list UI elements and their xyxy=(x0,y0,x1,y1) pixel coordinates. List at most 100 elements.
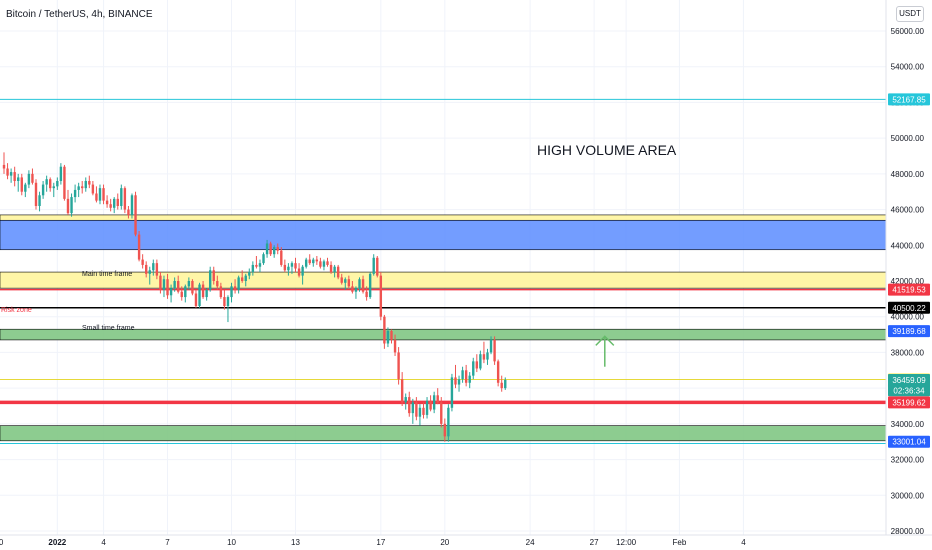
candle-body xyxy=(418,407,422,417)
price-label: 36459.09 xyxy=(892,376,926,385)
candle-body xyxy=(31,173,34,183)
candle-body xyxy=(24,184,27,192)
x-tick-label: 12:00 xyxy=(616,538,637,547)
candle-body xyxy=(347,279,351,287)
candle-body xyxy=(272,247,276,255)
candle-body xyxy=(162,279,166,290)
candle-body xyxy=(500,382,503,389)
candle-body xyxy=(102,188,105,201)
candle-body xyxy=(237,277,240,290)
candle-body xyxy=(287,266,290,271)
candle-body xyxy=(368,273,372,298)
candle-body xyxy=(329,264,333,273)
up-arrow-head xyxy=(595,335,615,346)
candle-body xyxy=(340,277,343,283)
candle-body xyxy=(49,179,52,189)
currency-button[interactable]: USDT xyxy=(896,6,924,22)
zone-green-bottom xyxy=(0,425,887,442)
y-tick-label: 50000.00 xyxy=(891,134,925,143)
candle-body xyxy=(315,259,319,262)
candle-body xyxy=(84,180,87,189)
candle-body xyxy=(13,172,16,181)
y-tick-label: 30000.00 xyxy=(891,491,925,500)
candle-body xyxy=(127,209,130,215)
candle-body xyxy=(52,186,55,189)
candle-body xyxy=(297,268,301,276)
candle-body xyxy=(294,263,297,269)
candle-body xyxy=(397,352,400,380)
candle-body xyxy=(479,354,482,369)
price-label-box xyxy=(888,373,930,386)
x-tick-label: Feb xyxy=(673,538,687,547)
candle-body xyxy=(383,316,386,344)
candle-body xyxy=(17,177,20,181)
candle-body xyxy=(248,272,251,276)
candle-body xyxy=(333,266,336,273)
candle-body xyxy=(326,261,329,265)
zone-yellow-main xyxy=(0,271,887,289)
candle-body xyxy=(415,402,418,417)
candle-body xyxy=(450,377,454,408)
candle-body xyxy=(219,286,223,298)
y-tick-label: 40000.00 xyxy=(891,313,925,322)
annotation-risk-zone: Risk zone xyxy=(1,307,32,314)
candle-body xyxy=(38,195,41,206)
price-label-box xyxy=(888,283,930,296)
candle-body xyxy=(493,339,496,362)
candle-body xyxy=(486,352,489,360)
candle-body xyxy=(351,286,354,292)
price-label: 39189.68 xyxy=(892,327,926,336)
candle-body xyxy=(386,330,390,344)
candle-body xyxy=(283,264,287,271)
candle-body xyxy=(194,293,198,306)
candle-body xyxy=(276,247,279,251)
y-tick-label: 54000.00 xyxy=(891,63,925,72)
zone-yellow-top xyxy=(0,214,887,221)
x-tick-label: 4 xyxy=(101,538,106,547)
candle-body xyxy=(176,280,180,292)
price-label-box xyxy=(888,301,930,314)
candle-body xyxy=(336,266,340,278)
time-axis[interactable] xyxy=(0,535,932,550)
y-tick-label: 38000.00 xyxy=(891,348,925,357)
candle-body xyxy=(361,279,365,292)
candle-body xyxy=(244,275,247,281)
candle-body xyxy=(9,172,13,176)
x-tick-label: 13 xyxy=(291,538,300,547)
annotation-main-time-frame: Main time frame xyxy=(82,271,132,278)
candle-body xyxy=(344,279,347,283)
candle-body xyxy=(6,168,9,176)
price-label: 52167.85 xyxy=(892,95,926,104)
candle-body xyxy=(464,370,468,383)
candle-body xyxy=(422,407,425,415)
y-tick-label: 34000.00 xyxy=(891,420,925,429)
candle-body xyxy=(208,270,212,290)
price-label: 41519.53 xyxy=(892,286,926,295)
x-tick-label: 2022 xyxy=(48,538,66,547)
candle-body xyxy=(472,361,475,376)
candle-body xyxy=(56,180,59,187)
x-tick-label: 17 xyxy=(376,538,385,547)
price-axis[interactable] xyxy=(886,0,932,550)
candle-body xyxy=(98,188,102,201)
price-label-box xyxy=(888,396,930,409)
candle-body xyxy=(184,286,187,298)
candle-body xyxy=(230,286,233,298)
candle-body xyxy=(148,270,151,274)
y-tick-label: 42000.00 xyxy=(891,277,925,286)
y-tick-label: 32000.00 xyxy=(891,456,925,465)
candle-body xyxy=(400,379,404,403)
annotation-small-time-frame: Small time frame xyxy=(82,325,135,332)
candle-body xyxy=(205,289,208,298)
candle-body xyxy=(408,397,411,414)
candle-body xyxy=(223,297,226,306)
candle-body xyxy=(216,280,219,287)
candle-body xyxy=(436,395,439,403)
candle-body xyxy=(134,195,137,235)
candle-body xyxy=(20,177,23,192)
candle-body xyxy=(496,361,500,383)
candle-body xyxy=(429,400,432,410)
candle-body xyxy=(304,259,308,267)
candle-body xyxy=(116,198,119,206)
